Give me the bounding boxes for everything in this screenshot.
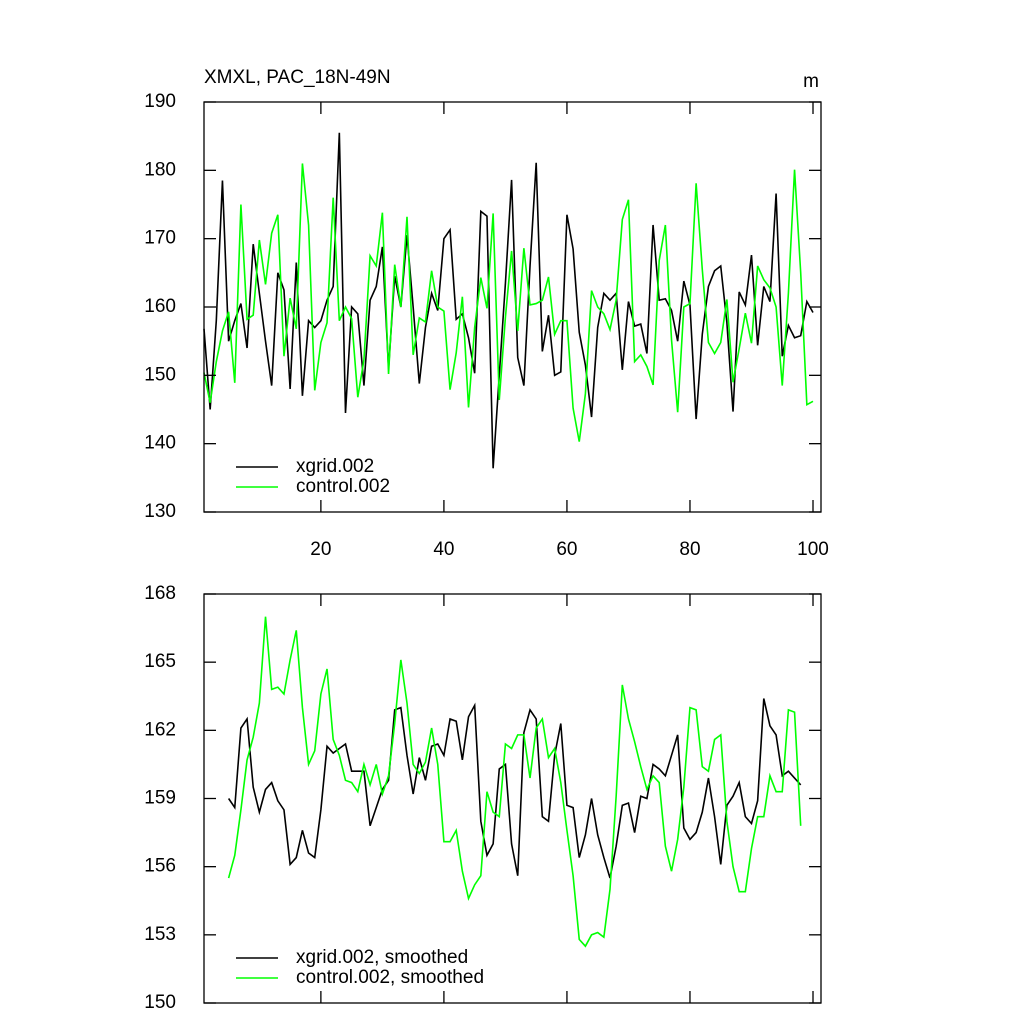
y-tick-label: 150 [144,364,176,385]
y-tick-label: 168 [144,583,176,604]
legend-label: control.002, smoothed [296,967,484,988]
y-tick-label: 180 [144,159,176,180]
y-tick-label: 159 [144,788,176,809]
y-tick-label: 140 [144,433,176,454]
y-tick-label: 160 [144,296,176,317]
y-tick-label: 190 [144,91,176,112]
x-tick-label: 40 [433,539,454,560]
legend-label: xgrid.002, smoothed [296,947,468,968]
y-tick-label: 156 [144,856,176,877]
series-line [203,163,814,442]
y-tick-label: 170 [144,228,176,249]
y-tick-label: 130 [144,501,176,522]
units-label: m [803,71,819,92]
legend-label: xgrid.002 [296,456,374,477]
series-line [227,616,802,948]
y-tick-label: 153 [144,924,176,945]
series-line [227,698,802,879]
x-tick-label: 100 [797,539,829,560]
y-tick-label: 165 [144,651,176,672]
series-line [203,132,814,469]
x-tick-label: 20 [310,539,331,560]
chart-title: XMXL, PAC_18N-49N [204,67,391,88]
legend-label: control.002 [296,476,390,497]
x-tick-label: 80 [679,539,700,560]
y-tick-label: 162 [144,719,176,740]
y-tick-label: 150 [144,992,176,1013]
x-tick-label: 60 [556,539,577,560]
plot-frame [203,593,822,1004]
